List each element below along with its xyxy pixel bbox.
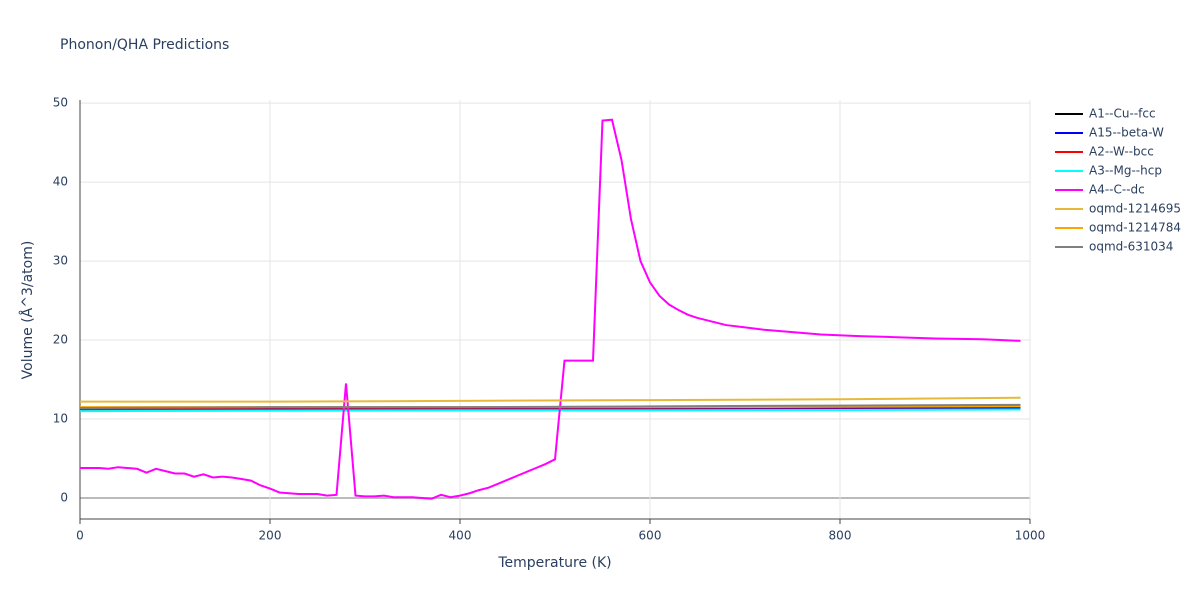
x-tick-label: 800 xyxy=(829,529,852,543)
y-tick-label: 30 xyxy=(53,254,68,268)
series-line xyxy=(79,408,1021,413)
chart-title: Phonon/QHA Predictions xyxy=(60,37,229,53)
legend-label: A1--Cu--fcc xyxy=(1089,107,1156,121)
y-tick-label: 20 xyxy=(53,333,68,347)
x-axis-title: Temperature (K) xyxy=(497,555,611,571)
x-tick-label: 1000 xyxy=(1015,529,1046,543)
legend-label: oqmd-1214695 xyxy=(1089,202,1181,216)
legend-label: oqmd-631034 xyxy=(1089,240,1173,254)
legend-label: A3--Mg--hcp xyxy=(1089,164,1162,178)
series-line xyxy=(80,118,1021,500)
legend-label: A15--beta-W xyxy=(1089,126,1164,140)
series-line xyxy=(79,403,1021,409)
y-axis-title: Volume (Å^3/atom) xyxy=(19,241,36,380)
legend-label: A2--W--bcc xyxy=(1089,145,1154,159)
x-tick-label: 0 xyxy=(76,529,84,543)
x-tick-label: 600 xyxy=(639,529,662,543)
y-tick-label: 50 xyxy=(53,96,68,110)
x-tick-label: 200 xyxy=(259,529,282,543)
y-tick-label: 40 xyxy=(53,175,68,189)
series-line xyxy=(80,396,1021,403)
legend-label: A4--C--dc xyxy=(1089,183,1145,197)
y-tick-label: 0 xyxy=(60,490,68,504)
x-tick-label: 400 xyxy=(449,529,472,543)
y-tick-label: 10 xyxy=(53,412,68,426)
legend-label: oqmd-1214784 xyxy=(1089,221,1181,235)
